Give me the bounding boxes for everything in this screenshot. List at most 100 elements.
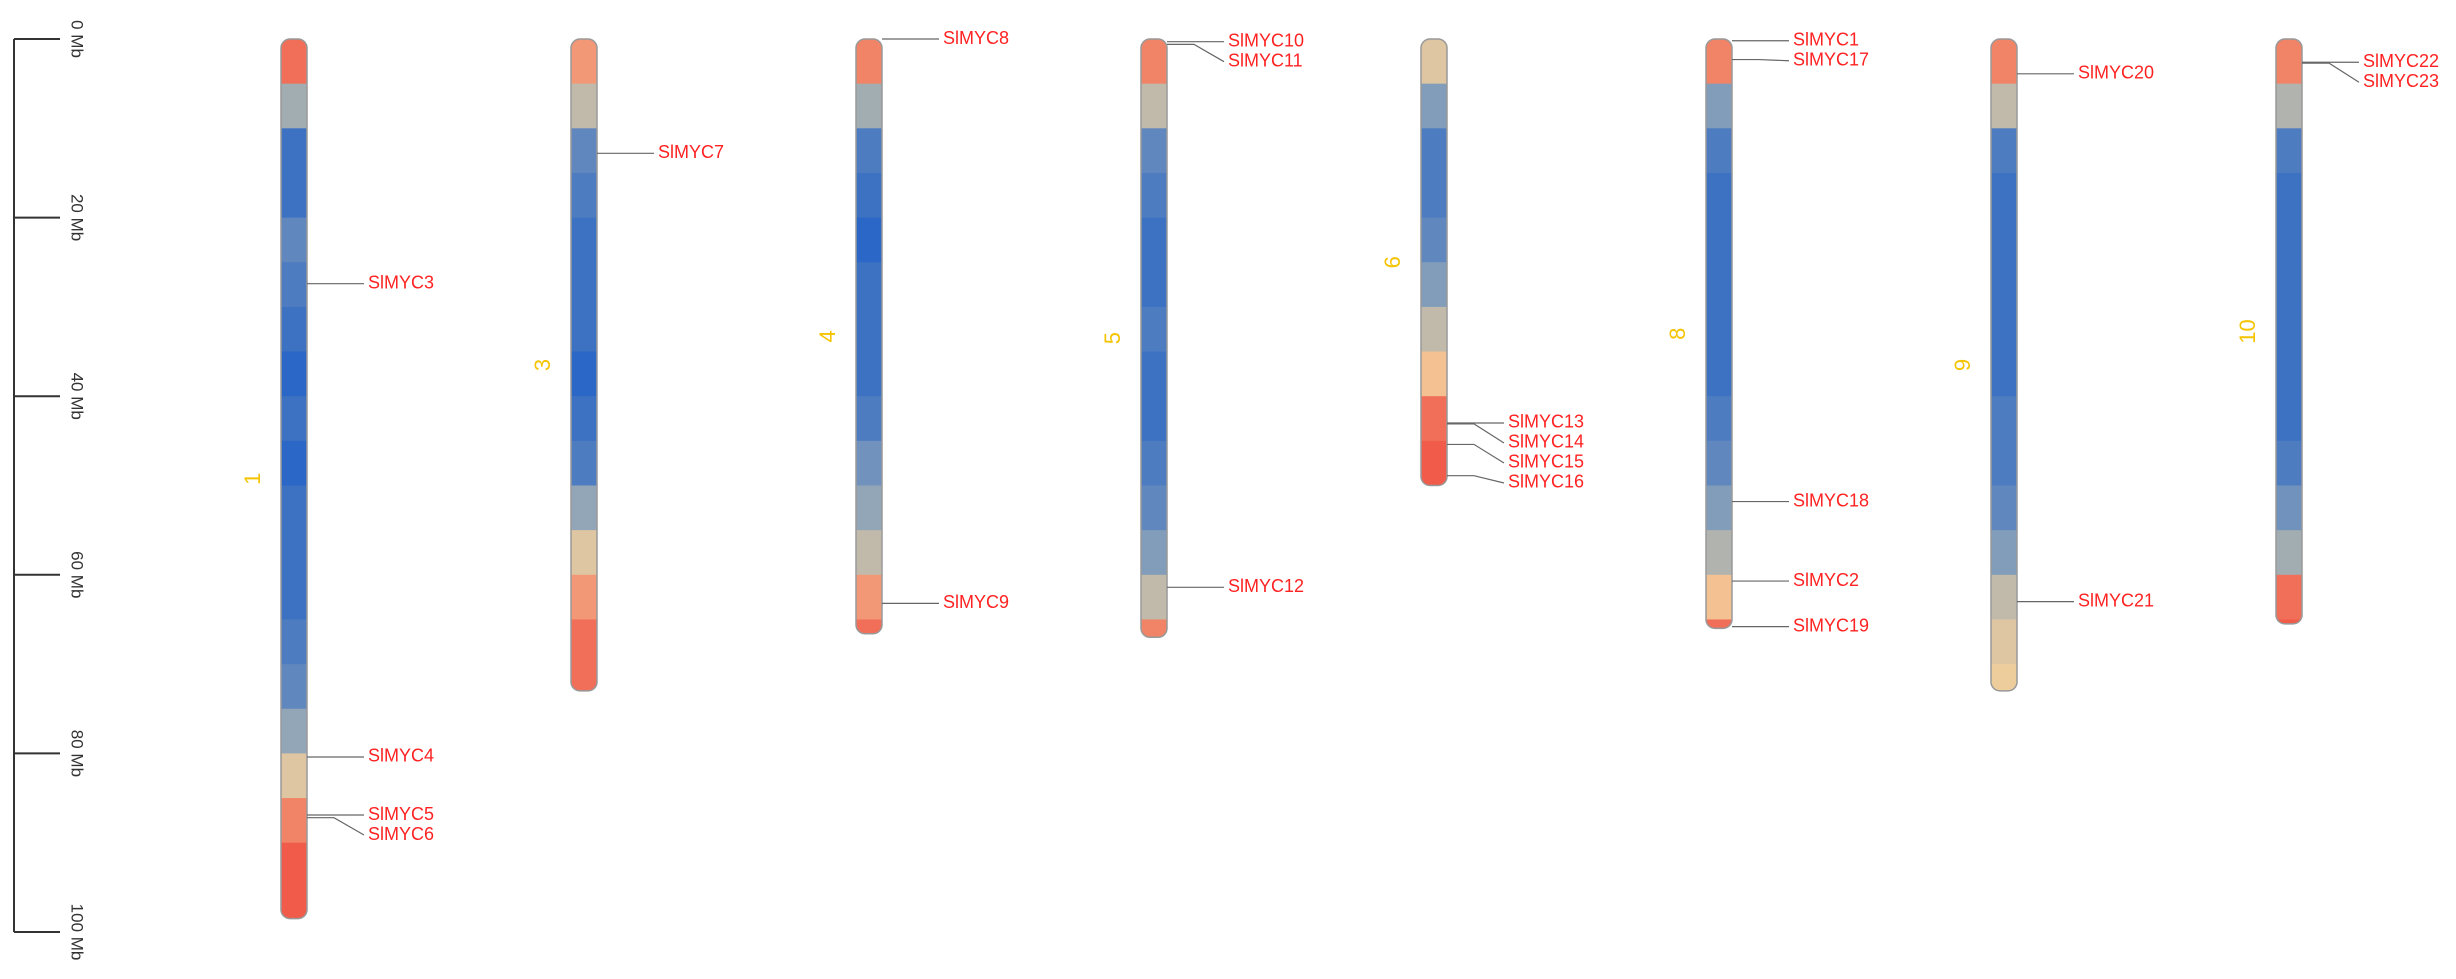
density-band <box>571 217 597 263</box>
gene-label: SlMYC19 <box>1793 615 1869 635</box>
gene-label: SlMYC23 <box>2363 71 2439 91</box>
chromosome-bands <box>856 39 882 634</box>
chromosome-label: 3 <box>530 359 555 371</box>
chromosome-label: 10 <box>2235 319 2260 343</box>
density-band <box>856 530 882 576</box>
density-band <box>1706 128 1732 174</box>
density-band <box>281 396 307 442</box>
density-band <box>281 485 307 531</box>
y-tick-label: 60 Mb <box>68 551 87 598</box>
density-band <box>1706 172 1732 219</box>
density-band <box>1706 262 1732 308</box>
density-band <box>2276 172 2302 219</box>
density-band <box>571 39 597 85</box>
density-band <box>281 83 307 129</box>
chromosome <box>280 38 308 920</box>
density-band <box>1991 440 2017 486</box>
density-band <box>856 262 882 308</box>
density-band <box>856 396 882 442</box>
density-band <box>1421 39 1447 85</box>
density-band <box>1141 39 1167 85</box>
density-band <box>1141 396 1167 442</box>
density-band <box>1706 619 1732 629</box>
density-band <box>571 172 597 219</box>
gene-leader <box>1447 423 1505 444</box>
gene-leader <box>1447 475 1505 484</box>
gene-label: SlMYC6 <box>368 824 434 844</box>
density-band <box>1421 396 1447 442</box>
density-band <box>281 664 307 710</box>
density-band <box>1141 217 1167 263</box>
chromosome-bands <box>1421 39 1447 486</box>
density-band <box>281 887 307 919</box>
density-band <box>1706 39 1732 85</box>
gene-label: SlMYC21 <box>2078 590 2154 610</box>
density-band <box>571 262 597 308</box>
density-band <box>1421 262 1447 308</box>
density-band <box>1421 306 1447 353</box>
chromosome-label: 9 <box>1950 359 1975 371</box>
density-band <box>571 574 597 620</box>
density-band <box>571 440 597 486</box>
density-band <box>1706 351 1732 397</box>
density-band <box>1991 128 2017 174</box>
density-band <box>281 351 307 397</box>
density-band <box>1421 217 1447 263</box>
density-band <box>281 574 307 620</box>
density-band <box>1421 440 1447 486</box>
density-band <box>1991 664 2017 691</box>
density-band <box>856 172 882 219</box>
density-band <box>571 485 597 531</box>
density-band <box>1421 128 1447 174</box>
density-band <box>2276 619 2302 624</box>
density-band <box>1141 485 1167 531</box>
density-band <box>856 39 882 85</box>
density-band <box>1991 530 2017 576</box>
density-band <box>571 351 597 397</box>
gene-label: SlMYC15 <box>1508 452 1584 472</box>
density-band <box>2276 262 2302 308</box>
density-band <box>281 217 307 263</box>
gene-label: SlMYC16 <box>1508 472 1584 492</box>
chromosome-label: 5 <box>1100 332 1125 344</box>
density-band <box>1141 619 1167 638</box>
density-band <box>2276 485 2302 531</box>
density-band <box>1421 83 1447 129</box>
gene-label: SlMYC4 <box>368 746 434 766</box>
gene-label: SlMYC11 <box>1228 50 1303 70</box>
density-band <box>856 83 882 129</box>
density-band <box>1421 172 1447 219</box>
density-band <box>2276 306 2302 353</box>
chromosome-label: 6 <box>1380 256 1405 268</box>
gene-label: SlMYC18 <box>1793 490 1869 510</box>
density-band <box>2276 530 2302 576</box>
density-band <box>1991 172 2017 219</box>
density-band <box>2276 351 2302 397</box>
density-band <box>1706 485 1732 531</box>
density-band <box>281 708 307 754</box>
density-band <box>281 530 307 576</box>
gene-label: SlMYC3 <box>368 272 434 292</box>
chromosome <box>570 38 598 692</box>
density-band <box>281 798 307 844</box>
density-band <box>571 306 597 353</box>
density-band <box>1991 619 2017 665</box>
density-band <box>1991 306 2017 353</box>
gene-label: SlMYC9 <box>943 592 1009 612</box>
density-band <box>281 842 307 888</box>
density-band <box>571 530 597 576</box>
density-band <box>1706 217 1732 263</box>
gene-label: SlMYC10 <box>1228 30 1304 50</box>
gene-leader <box>1447 443 1505 464</box>
chromosome <box>2275 38 2303 625</box>
chromosome-bands <box>1991 39 2017 691</box>
density-band <box>281 619 307 665</box>
density-band <box>2276 217 2302 263</box>
gene-leader <box>1167 43 1225 63</box>
density-band <box>1706 83 1732 129</box>
chromosome-bands <box>2276 39 2302 624</box>
density-band <box>2276 39 2302 85</box>
chromosome <box>1990 38 2018 692</box>
density-band <box>571 619 597 665</box>
gene-label: SlMYC2 <box>1793 570 1859 590</box>
